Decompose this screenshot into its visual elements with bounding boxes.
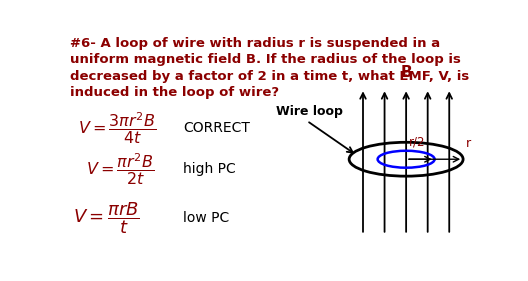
Text: $V = \dfrac{\pi r^2 B}{2t}$: $V = \dfrac{\pi r^2 B}{2t}$ <box>86 151 154 187</box>
Text: #6- A loop of wire with radius r is suspended in a
uniform magnetic field B. If : #6- A loop of wire with radius r is susp… <box>70 37 469 99</box>
Text: $V = \dfrac{\pi r B}{t}$: $V = \dfrac{\pi r B}{t}$ <box>73 200 140 235</box>
Text: high PC: high PC <box>183 162 235 176</box>
Text: CORRECT: CORRECT <box>183 121 250 135</box>
Text: B: B <box>400 65 412 80</box>
Text: low PC: low PC <box>183 211 229 225</box>
Text: r/2: r/2 <box>409 135 426 148</box>
Text: $V = \dfrac{3\pi r^2 B}{4t}$: $V = \dfrac{3\pi r^2 B}{4t}$ <box>78 111 156 146</box>
Text: r: r <box>465 137 470 150</box>
Text: Wire loop: Wire loop <box>276 105 343 118</box>
